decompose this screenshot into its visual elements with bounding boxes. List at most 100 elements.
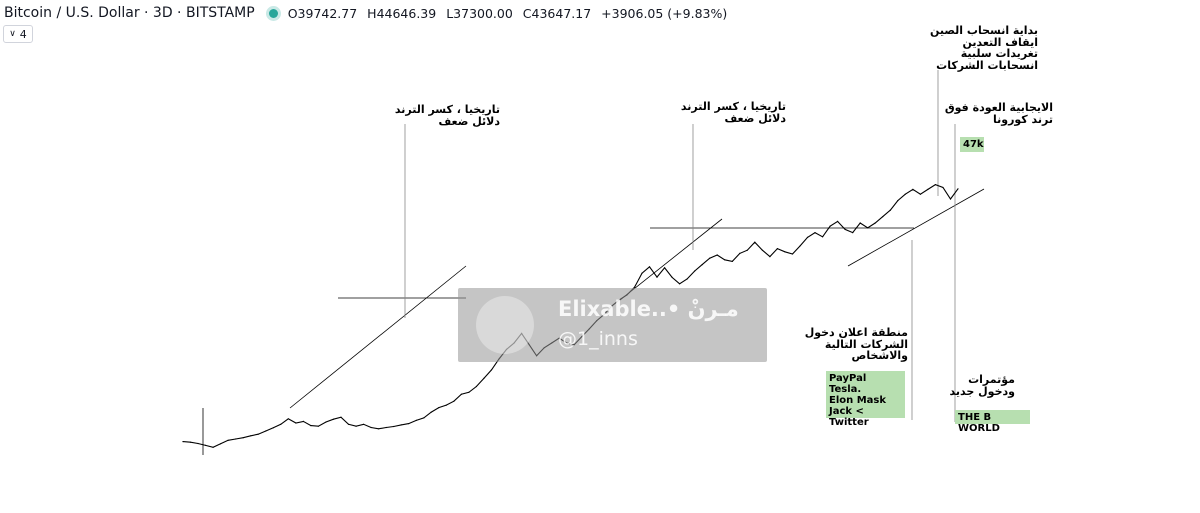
price-point xyxy=(724,259,726,261)
price-point xyxy=(867,227,869,229)
price-point xyxy=(265,430,267,432)
price-point xyxy=(739,252,741,254)
annotation-line: والاشخاص xyxy=(851,349,908,362)
price-point xyxy=(490,369,493,371)
annotation-line: ايقاف التعدين xyxy=(962,35,1038,49)
price-point xyxy=(806,236,809,238)
price-point xyxy=(852,232,854,234)
price-point xyxy=(347,423,350,425)
price-point xyxy=(205,444,207,446)
annotation-line: الشركات التالية xyxy=(824,337,908,351)
price-point xyxy=(882,216,884,218)
price-point xyxy=(445,404,447,406)
price-point xyxy=(934,184,937,186)
price-point xyxy=(686,278,688,280)
price-point xyxy=(769,256,771,258)
watermark-handle: @1_inns xyxy=(558,328,638,350)
price-point xyxy=(754,241,756,243)
low-value: L37300.00 xyxy=(446,5,513,21)
ohlc-readout: O39742.77 H44646.39 L37300.00 C43647.17 … xyxy=(288,6,734,21)
price-point xyxy=(295,422,297,424)
price-point xyxy=(415,419,417,421)
price-point xyxy=(363,423,365,425)
price-point xyxy=(949,198,952,200)
price-point xyxy=(837,220,839,222)
b-world-badge: THE B WORLD xyxy=(955,410,1030,434)
price-point xyxy=(709,257,711,259)
price-point xyxy=(189,441,192,443)
price-point xyxy=(904,193,906,195)
price-point xyxy=(272,427,274,429)
price-point xyxy=(664,267,666,269)
price-point xyxy=(919,193,922,195)
open-value: O39742.77 xyxy=(287,5,358,21)
price-point xyxy=(287,418,289,420)
indicator-toggle-button[interactable]: ∨ 4 xyxy=(3,25,33,43)
price-point xyxy=(280,423,282,425)
price-point xyxy=(679,283,681,285)
symbol-title[interactable]: Bitcoin / U.S. Dollar · 3D · BITSTAMP xyxy=(4,5,255,21)
price-point xyxy=(897,200,899,202)
price-point xyxy=(942,186,944,189)
price-point xyxy=(235,438,237,440)
price-point xyxy=(340,416,342,418)
price-point xyxy=(400,424,402,426)
high-value: H44646.39 xyxy=(367,5,437,21)
annotation-china: بداية انسحاب الصين ايقاف التعدين تغريدات… xyxy=(930,25,1038,72)
price-point xyxy=(250,435,252,437)
price-point xyxy=(814,232,816,234)
price-point xyxy=(378,428,380,430)
annotation-trend-break-2: تاريخيا ، كسر الترند دلائل ضعف xyxy=(680,100,786,124)
price-point xyxy=(257,433,259,435)
price-point xyxy=(889,209,891,211)
price-point xyxy=(220,443,222,445)
trendline-3[interactable] xyxy=(847,188,985,267)
price-point xyxy=(694,270,696,272)
price-point xyxy=(302,420,304,422)
price-point xyxy=(370,426,372,429)
price-point xyxy=(874,222,876,224)
change-value: +3906.05 (+9.83%) xyxy=(601,5,728,21)
annotation-line: الايجابية العودة فوق xyxy=(944,101,1053,114)
price-point xyxy=(784,251,786,253)
price-point xyxy=(197,442,199,445)
chart-header: Bitcoin / U.S. Dollar · 3D · BITSTAMP O3… xyxy=(4,2,733,24)
market-status-icon xyxy=(268,8,278,18)
price-point xyxy=(475,385,477,388)
annotation-line: انسحابات الشركات xyxy=(936,58,1038,72)
close-value: C43647.17 xyxy=(522,5,592,21)
price-point xyxy=(633,286,636,288)
annotation-line: دلائل ضعف xyxy=(438,114,500,128)
price-point xyxy=(927,188,929,190)
trendline-1[interactable] xyxy=(289,265,467,409)
trendline-2[interactable] xyxy=(619,218,723,301)
annotation-line: تغريدات سلبية xyxy=(960,47,1038,60)
indicator-count: 4 xyxy=(19,27,27,41)
price-point xyxy=(242,437,244,439)
annotation-line: مؤتمرات xyxy=(968,373,1015,386)
avatar xyxy=(476,296,534,354)
companies-list-box: PayPal Tesla. Elon Mask Jack < Twitter xyxy=(826,371,905,428)
price-point xyxy=(408,423,410,425)
price-point xyxy=(731,260,733,262)
price-point xyxy=(182,441,184,443)
price-point xyxy=(483,377,485,379)
price-point xyxy=(317,425,319,427)
price-point xyxy=(648,266,651,268)
annotation-positive-return: الايجابية العودة فوق ترند كورونا xyxy=(944,101,1053,126)
price-point xyxy=(776,248,779,250)
annotation-line: تاريخيا ، كسر الترند xyxy=(680,100,786,113)
annotation-conferences: مؤتمرات ودخول جديد xyxy=(950,373,1015,397)
price-point xyxy=(355,425,357,427)
price-point xyxy=(438,407,440,409)
price-point xyxy=(430,411,432,413)
price-point xyxy=(656,276,658,278)
price-point xyxy=(468,391,470,393)
price-point xyxy=(761,249,764,251)
chevron-down-icon: ∨ xyxy=(9,29,16,39)
price-point xyxy=(829,225,831,227)
annotation-line: ترند كورونا xyxy=(992,112,1053,126)
price-point xyxy=(791,253,794,255)
price-point xyxy=(799,245,801,247)
